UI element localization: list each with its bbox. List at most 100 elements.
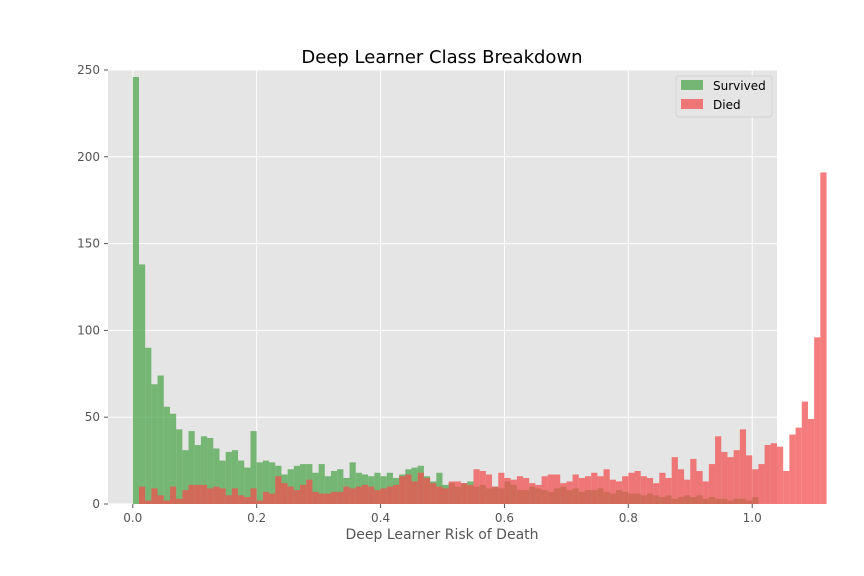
bar-died [293,490,301,504]
bar-survived [200,436,208,504]
bar-died [727,457,734,504]
bar-died [194,484,201,504]
bar-died [479,471,486,504]
bar-died [380,488,387,504]
bar-survived [169,413,177,504]
bar-died [473,469,480,504]
bar-died [430,483,437,504]
bar-died [566,481,573,504]
bar-died [312,491,319,504]
bar-died [300,484,307,504]
y-tick-label: 0 [92,497,100,511]
series-died-bars [138,172,827,504]
x-axis-ticks: 0.0 0.2 0.4 0.6 0.8 1.0 [123,504,762,525]
y-tick-label: 150 [77,237,100,251]
bar-died [269,493,276,504]
bar-died [547,474,554,504]
bar-survived [219,460,226,504]
bar-died [671,457,678,504]
bar-died [343,486,350,504]
bar-survived [132,76,139,504]
bar-died [163,500,170,504]
bar-died [151,488,158,504]
bar-died [392,484,400,504]
bar-died [182,490,189,504]
bar-died [361,484,369,504]
bar-survived [337,469,344,504]
bar-survived [213,448,220,504]
bar-survived [231,450,239,504]
bar-died [591,472,598,504]
bar-died [306,479,313,504]
bar-died [746,455,753,504]
bar-survived [312,472,319,504]
bar-survived [157,375,164,504]
bar-survived [145,347,152,504]
bar-survived [300,464,307,504]
bar-died [820,172,827,504]
bar-died [764,444,771,504]
bar-survived [207,438,214,504]
x-tick-label: 0.2 [247,511,266,525]
bar-survived [318,464,325,504]
bar-died [188,484,195,504]
bar-died [176,498,183,504]
bar-died [331,491,338,504]
bar-died [213,486,220,504]
bar-died [665,477,672,504]
bar-died [770,443,777,504]
bar-died [337,491,344,504]
bar-died [436,486,443,504]
bar-died [597,476,604,504]
bar-died [702,481,709,504]
bar-died [244,497,251,504]
bar-died [584,476,592,504]
bar-died [448,481,455,504]
x-axis-label: Deep Learner Risk of Death [345,527,538,543]
bar-died [492,486,499,504]
bar-died [560,483,567,504]
bar-died [485,474,493,504]
bar-survived [349,462,356,504]
bar-died [207,488,214,504]
bar-died [715,436,722,504]
y-tick-label: 250 [77,63,100,77]
plot-background [108,70,777,504]
bar-died [541,476,548,504]
bar-died [349,488,356,504]
bar-died [523,477,530,504]
bar-died [157,495,164,504]
bar-died [690,458,697,504]
bar-survived [324,476,331,504]
bar-died [256,500,263,504]
bar-survived [225,451,232,504]
bar-died [640,476,647,504]
bar-survived [163,406,170,504]
y-tick-label: 50 [85,410,100,424]
bar-died [752,469,759,504]
bar-died [461,483,468,504]
y-axis-ticks: 0 50 100 150 200 250 [77,63,108,511]
bar-died [758,464,765,504]
legend-label-died: Died [713,98,741,112]
bar-survived [374,472,381,504]
bar-survived [188,431,195,504]
bar-died [287,486,294,504]
y-tick-label: 100 [77,323,100,337]
bar-died [169,486,177,504]
bar-survived [331,471,338,504]
bar-died [622,476,629,504]
bar-died [721,451,728,504]
legend: Survived Died [675,75,773,118]
bar-died [783,471,790,504]
bar-survived [244,467,251,504]
bar-survived [262,460,270,504]
bar-died [708,464,716,504]
bar-died [467,484,474,504]
bar-died [399,476,406,504]
bar-died [554,474,561,504]
bar-died [646,477,654,504]
bar-died [572,474,579,504]
bar-died [677,469,685,504]
